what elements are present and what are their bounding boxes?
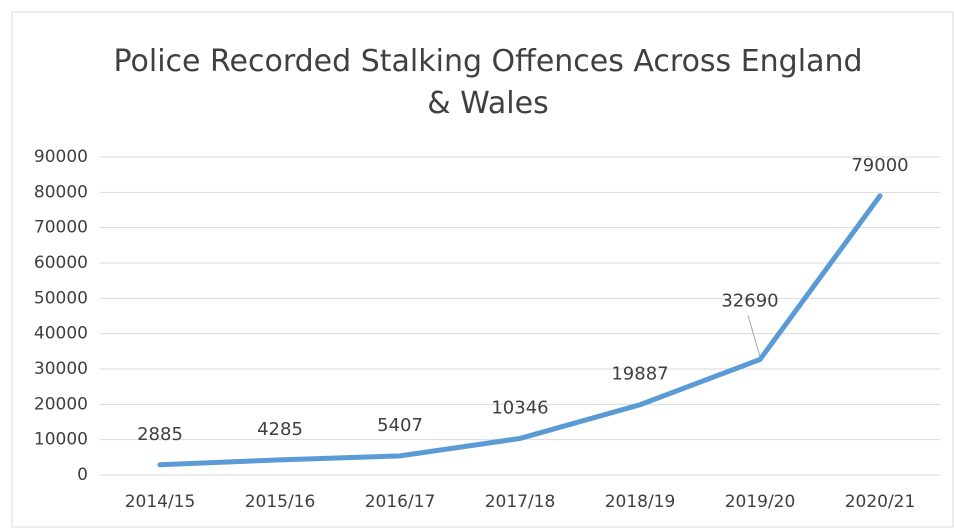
y-tick-label: 20000 (34, 394, 88, 414)
data-label: 5407 (377, 415, 423, 436)
chart-title: Police Recorded Stalking Offences Across… (113, 44, 862, 121)
y-tick-label: 50000 (34, 288, 88, 308)
y-tick-label: 40000 (34, 324, 88, 344)
line-series (157, 193, 883, 468)
data-label: 10346 (491, 397, 548, 418)
y-tick-label: 80000 (34, 182, 88, 202)
title-line: Police Recorded Stalking Offences Across… (113, 44, 862, 79)
y-tick-label: 90000 (34, 147, 88, 167)
data-label: 4285 (257, 419, 303, 440)
y-tick-label: 70000 (34, 218, 88, 238)
x-tick-label: 2015/16 (245, 492, 316, 512)
chart-frame (11, 11, 954, 528)
title-line: & Wales (427, 86, 548, 121)
x-tick-label: 2020/21 (845, 492, 916, 512)
y-tick-label: 30000 (34, 359, 88, 379)
data-label: 32690 (721, 290, 778, 311)
data-label: 19887 (611, 364, 668, 385)
y-tick-label: 10000 (34, 430, 88, 450)
x-tick-label: 2019/20 (725, 492, 796, 512)
x-tick-label: 2016/17 (365, 492, 436, 512)
data-label: 79000 (851, 155, 908, 176)
data-label: 2885 (137, 424, 183, 445)
leader-line (747, 315, 761, 357)
x-tick-label: 2014/15 (125, 492, 196, 512)
x-tick-label: 2017/18 (485, 492, 556, 512)
y-tick-label: 60000 (34, 253, 88, 273)
y-tick-label: 0 (77, 465, 88, 485)
x-tick-label: 2018/19 (605, 492, 676, 512)
